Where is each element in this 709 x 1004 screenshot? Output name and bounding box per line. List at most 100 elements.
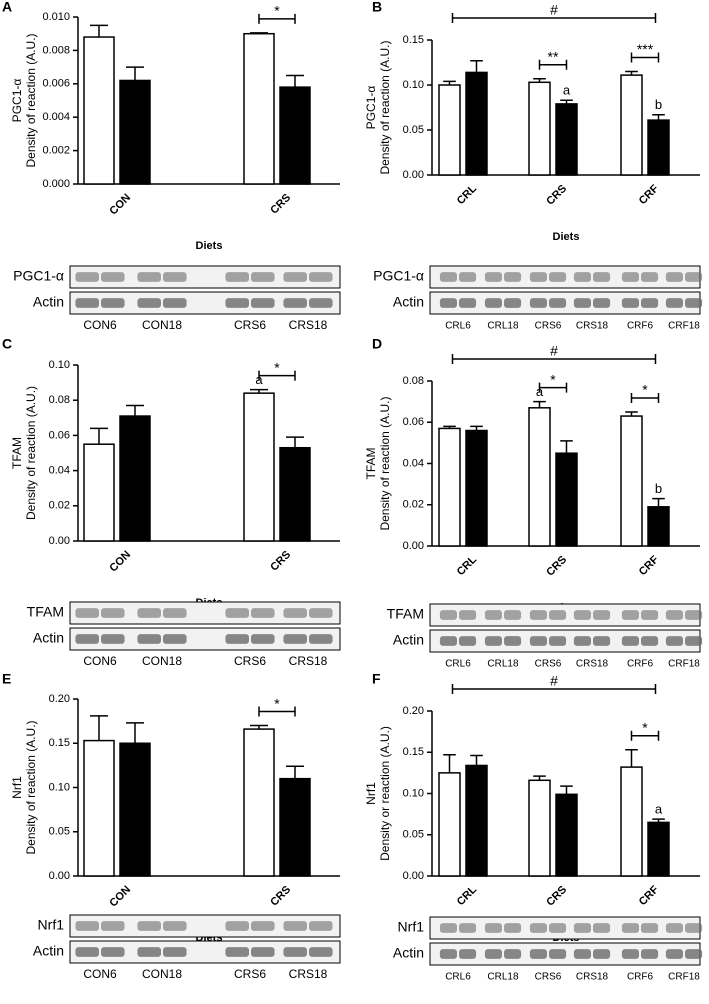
bar (647, 506, 670, 547)
blot-band (101, 634, 125, 644)
blot-band (593, 636, 611, 646)
blot-band (251, 608, 275, 618)
blot-band (309, 921, 333, 931)
blot-band (251, 272, 275, 282)
significance-bracket (630, 52, 660, 63)
x-axis-label: Diets (196, 240, 223, 252)
blot-band (459, 272, 477, 282)
y-tick-label: 0.05 (49, 826, 70, 838)
blot-band (529, 949, 547, 959)
y-tick-label: 0.05 (403, 124, 424, 136)
blot-band (75, 921, 99, 931)
blot-band (484, 949, 502, 959)
blot-band (504, 298, 522, 308)
blot-band (529, 923, 547, 933)
blot-band (573, 298, 591, 308)
y-tick-label: 0.05 (403, 829, 424, 841)
blot-band (549, 610, 567, 620)
significance-mark: * (274, 3, 280, 19)
error-bar (90, 24, 108, 38)
blot-band (665, 949, 683, 959)
blot-band (163, 921, 187, 931)
x-tick-label: CRF (637, 883, 662, 908)
blot-lane-label: CRF18 (668, 659, 700, 670)
blot-band (549, 298, 567, 308)
y-axis-label: Density of reaction (A.U.) (378, 40, 392, 174)
y-tick-label: 0.008 (42, 44, 70, 56)
bar (465, 71, 488, 176)
blot-band (529, 298, 547, 308)
y-tick-label: 0.10 (403, 787, 424, 799)
blot-band (665, 272, 683, 282)
blot-band (573, 949, 591, 959)
error-bar (470, 754, 483, 766)
error-bar (126, 404, 144, 417)
blot-band (665, 923, 683, 933)
y-axis-label: Density of reaction (A.U.) (378, 396, 392, 530)
significance-letter: a (655, 802, 663, 817)
blot-band (504, 610, 522, 620)
error-bar (625, 411, 638, 417)
blot-band (251, 298, 275, 308)
panel-label: D (372, 336, 382, 352)
blot-lane-label: CRL18 (487, 321, 519, 332)
blot-row-label: Actin (393, 632, 424, 648)
blot-lane-label: CRF6 (627, 321, 654, 332)
blot-band (665, 610, 683, 620)
x-tick-label: CRS (544, 554, 569, 579)
blot-band (283, 634, 307, 644)
blot-lane-label: CRS6 (234, 318, 266, 332)
y-axis-label: PGC1-α (10, 79, 24, 123)
blot-band (641, 923, 659, 933)
x-tick-label: CRF (637, 553, 662, 578)
x-tick-label: CRS (268, 549, 293, 574)
blot-band (685, 272, 703, 282)
blot-band (504, 272, 522, 282)
blot-band (504, 923, 522, 933)
panel-label: F (372, 671, 381, 687)
blot-band (251, 634, 275, 644)
blot-band (529, 636, 547, 646)
x-tick-label: CRF (637, 182, 662, 207)
blot-band (641, 272, 659, 282)
blot-band (484, 636, 502, 646)
bar (83, 36, 115, 185)
y-tick-label: 0.06 (403, 416, 424, 428)
y-tick-label: 0.000 (42, 178, 70, 190)
y-axis-label: Nrf1 (364, 782, 378, 805)
blot-band (459, 298, 477, 308)
panel-label: B (372, 0, 382, 15)
error-bar (90, 715, 108, 741)
blot-band (283, 608, 307, 618)
y-tick-label: 0.02 (49, 500, 70, 512)
blot-band (225, 272, 249, 282)
blot-band (665, 298, 683, 308)
bar (465, 764, 488, 877)
blot-band (309, 634, 333, 644)
blot-lane-label: CON6 (83, 654, 117, 668)
blot-band (484, 298, 502, 308)
blot-row-label: Actin (33, 294, 64, 310)
significance-mark: * (550, 371, 556, 387)
x-axis-label: Diets (553, 231, 580, 243)
x-tick-label: CRL (455, 553, 480, 578)
blot-band (593, 610, 611, 620)
blot-band (593, 923, 611, 933)
blot-band (225, 634, 249, 644)
blot-lane-label: CRL6 (445, 321, 471, 332)
blot-lane-label: CRL6 (445, 972, 471, 983)
significance-mark: ** (548, 48, 559, 64)
blot-band (283, 272, 307, 282)
blot-lane-label: CRS18 (289, 318, 328, 332)
blot-band (137, 298, 161, 308)
bar (279, 86, 311, 185)
blot-band (621, 610, 639, 620)
significance-bracket (258, 370, 296, 381)
blot-band (459, 923, 477, 933)
blot-band (163, 608, 187, 618)
bar (119, 415, 151, 542)
blot-band (439, 272, 457, 282)
error-bar (90, 427, 108, 445)
x-tick-label: CRS (268, 884, 293, 909)
